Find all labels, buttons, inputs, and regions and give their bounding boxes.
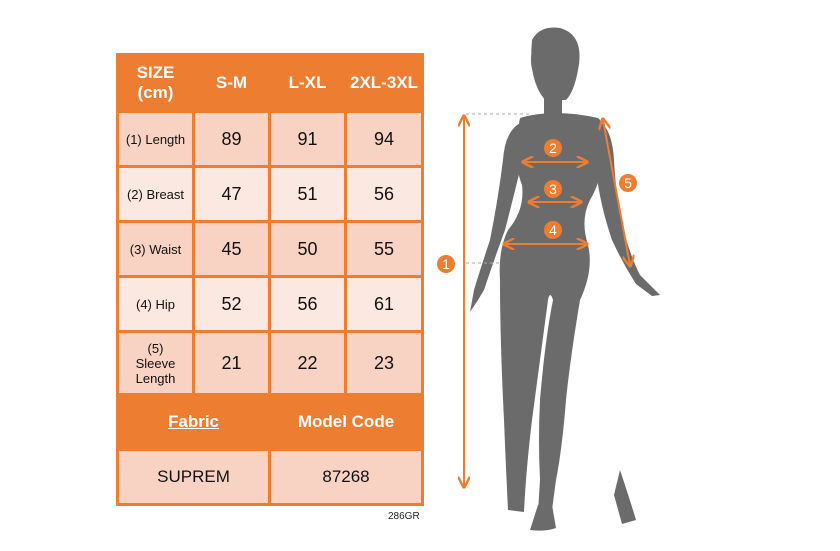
cell: 21 xyxy=(192,330,271,396)
svg-text:1: 1 xyxy=(442,256,450,272)
marker-5: 5 xyxy=(619,174,637,192)
table-row: (5) Sleeve Length 21 22 23 xyxy=(116,330,424,396)
fabric-value: SUPREM xyxy=(116,448,271,506)
table-row: (3) Waist 45 50 55 xyxy=(116,220,424,278)
cell: 22 xyxy=(268,330,347,396)
header-s-m: S-M xyxy=(192,53,271,113)
cell: 56 xyxy=(344,165,424,223)
cell: 55 xyxy=(344,220,424,278)
product-code: 286GR xyxy=(388,511,420,522)
header-l-xl: L-XL xyxy=(268,53,347,113)
marker-3: 3 xyxy=(544,180,562,198)
sleeve-arrow xyxy=(603,120,630,265)
row-label: (4) Hip xyxy=(116,275,195,333)
model-code-value: 87268 xyxy=(268,448,424,506)
row-label: (1) Length xyxy=(116,110,195,168)
footer-header-row: Fabric Model Code xyxy=(116,393,424,451)
model-code-header: Model Code xyxy=(268,393,424,451)
marker-1: 1 xyxy=(437,255,455,273)
cell: 47 xyxy=(192,165,271,223)
table-row: (4) Hip 52 56 61 xyxy=(116,275,424,333)
footer-row: SUPREM 87268 xyxy=(116,448,424,506)
header-2xl-3xl: 2XL-3XL xyxy=(344,53,424,113)
row-label: (2) Breast xyxy=(116,165,195,223)
svg-text:5: 5 xyxy=(624,175,632,191)
cell: 89 xyxy=(192,110,271,168)
cell: 45 xyxy=(192,220,271,278)
header-size: SIZE (cm) xyxy=(116,53,195,113)
cell: 91 xyxy=(268,110,347,168)
size-chart-table: SIZE (cm) S-M L-XL 2XL-3XL (1) Length 89… xyxy=(116,53,424,506)
svg-text:3: 3 xyxy=(549,181,557,197)
cell: 51 xyxy=(268,165,347,223)
silhouette xyxy=(470,27,660,531)
fabric-header: Fabric xyxy=(116,393,271,451)
marker-4: 4 xyxy=(544,221,562,239)
cell: 56 xyxy=(268,275,347,333)
row-label: (5) Sleeve Length xyxy=(116,330,195,396)
svg-text:2: 2 xyxy=(549,140,557,156)
table-row: (2) Breast 47 51 56 xyxy=(116,165,424,223)
cell: 61 xyxy=(344,275,424,333)
header-row: SIZE (cm) S-M L-XL 2XL-3XL xyxy=(116,53,424,113)
svg-text:4: 4 xyxy=(549,222,557,238)
cell: 50 xyxy=(268,220,347,278)
cell: 52 xyxy=(192,275,271,333)
table-row: (1) Length 89 91 94 xyxy=(116,110,424,168)
marker-2: 2 xyxy=(544,139,562,157)
cell: 23 xyxy=(344,330,424,396)
cell: 94 xyxy=(344,110,424,168)
row-label: (3) Waist xyxy=(116,220,195,278)
